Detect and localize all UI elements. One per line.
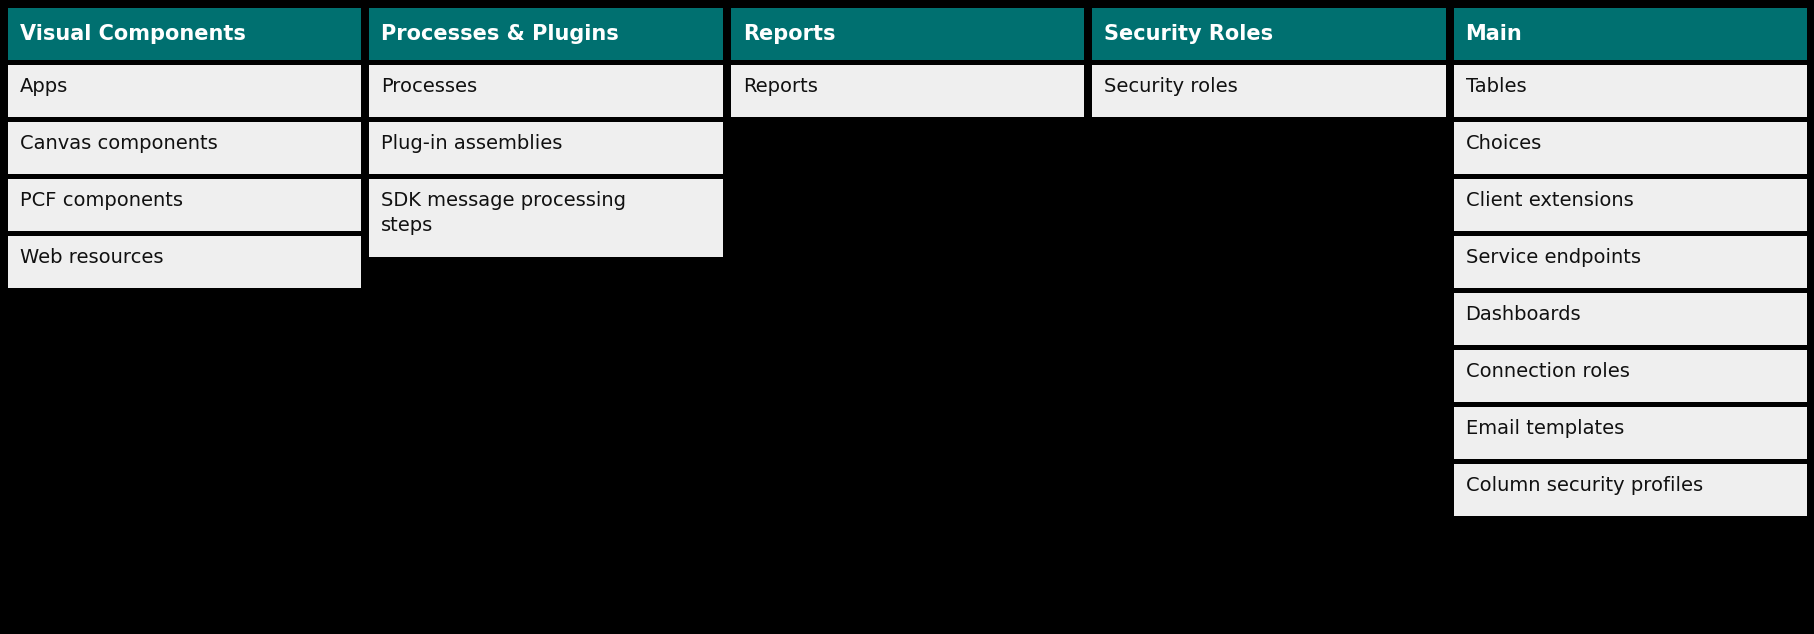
- Bar: [1092, 8, 1444, 60]
- Bar: [370, 8, 722, 60]
- Text: Canvas components: Canvas components: [20, 134, 218, 153]
- Bar: [7, 179, 361, 231]
- Bar: [1453, 464, 1807, 516]
- Text: Tables: Tables: [1464, 77, 1526, 96]
- Bar: [7, 236, 361, 288]
- Text: Main: Main: [1464, 24, 1522, 44]
- Bar: [1453, 179, 1807, 231]
- Text: Email templates: Email templates: [1464, 419, 1624, 438]
- Bar: [1453, 407, 1807, 459]
- Text: Apps: Apps: [20, 77, 69, 96]
- Text: SDK message processing
steps: SDK message processing steps: [381, 191, 626, 235]
- Bar: [1453, 350, 1807, 402]
- Bar: [370, 122, 722, 174]
- Bar: [370, 179, 722, 257]
- Text: Reports: Reports: [742, 24, 834, 44]
- Bar: [1453, 236, 1807, 288]
- Bar: [1092, 65, 1444, 117]
- Text: Visual Components: Visual Components: [20, 24, 245, 44]
- Bar: [1453, 293, 1807, 345]
- Text: Processes & Plugins: Processes & Plugins: [381, 24, 619, 44]
- Bar: [1453, 8, 1807, 60]
- Text: Client extensions: Client extensions: [1464, 191, 1633, 210]
- Bar: [7, 122, 361, 174]
- Text: Processes: Processes: [381, 77, 477, 96]
- Bar: [370, 65, 722, 117]
- Text: Web resources: Web resources: [20, 248, 163, 267]
- Bar: [7, 8, 361, 60]
- Bar: [7, 65, 361, 117]
- Bar: [1453, 65, 1807, 117]
- Text: Choices: Choices: [1464, 134, 1542, 153]
- Text: Service endpoints: Service endpoints: [1464, 248, 1640, 267]
- Text: PCF components: PCF components: [20, 191, 183, 210]
- Text: Dashboards: Dashboards: [1464, 305, 1580, 324]
- Bar: [731, 8, 1083, 60]
- Text: Plug-in assemblies: Plug-in assemblies: [381, 134, 562, 153]
- Text: Security roles: Security roles: [1103, 77, 1237, 96]
- Text: Column security profiles: Column security profiles: [1464, 476, 1702, 495]
- Bar: [731, 65, 1083, 117]
- Text: Connection roles: Connection roles: [1464, 362, 1629, 381]
- Bar: [1453, 122, 1807, 174]
- Text: Security Roles: Security Roles: [1103, 24, 1273, 44]
- Text: Reports: Reports: [742, 77, 818, 96]
